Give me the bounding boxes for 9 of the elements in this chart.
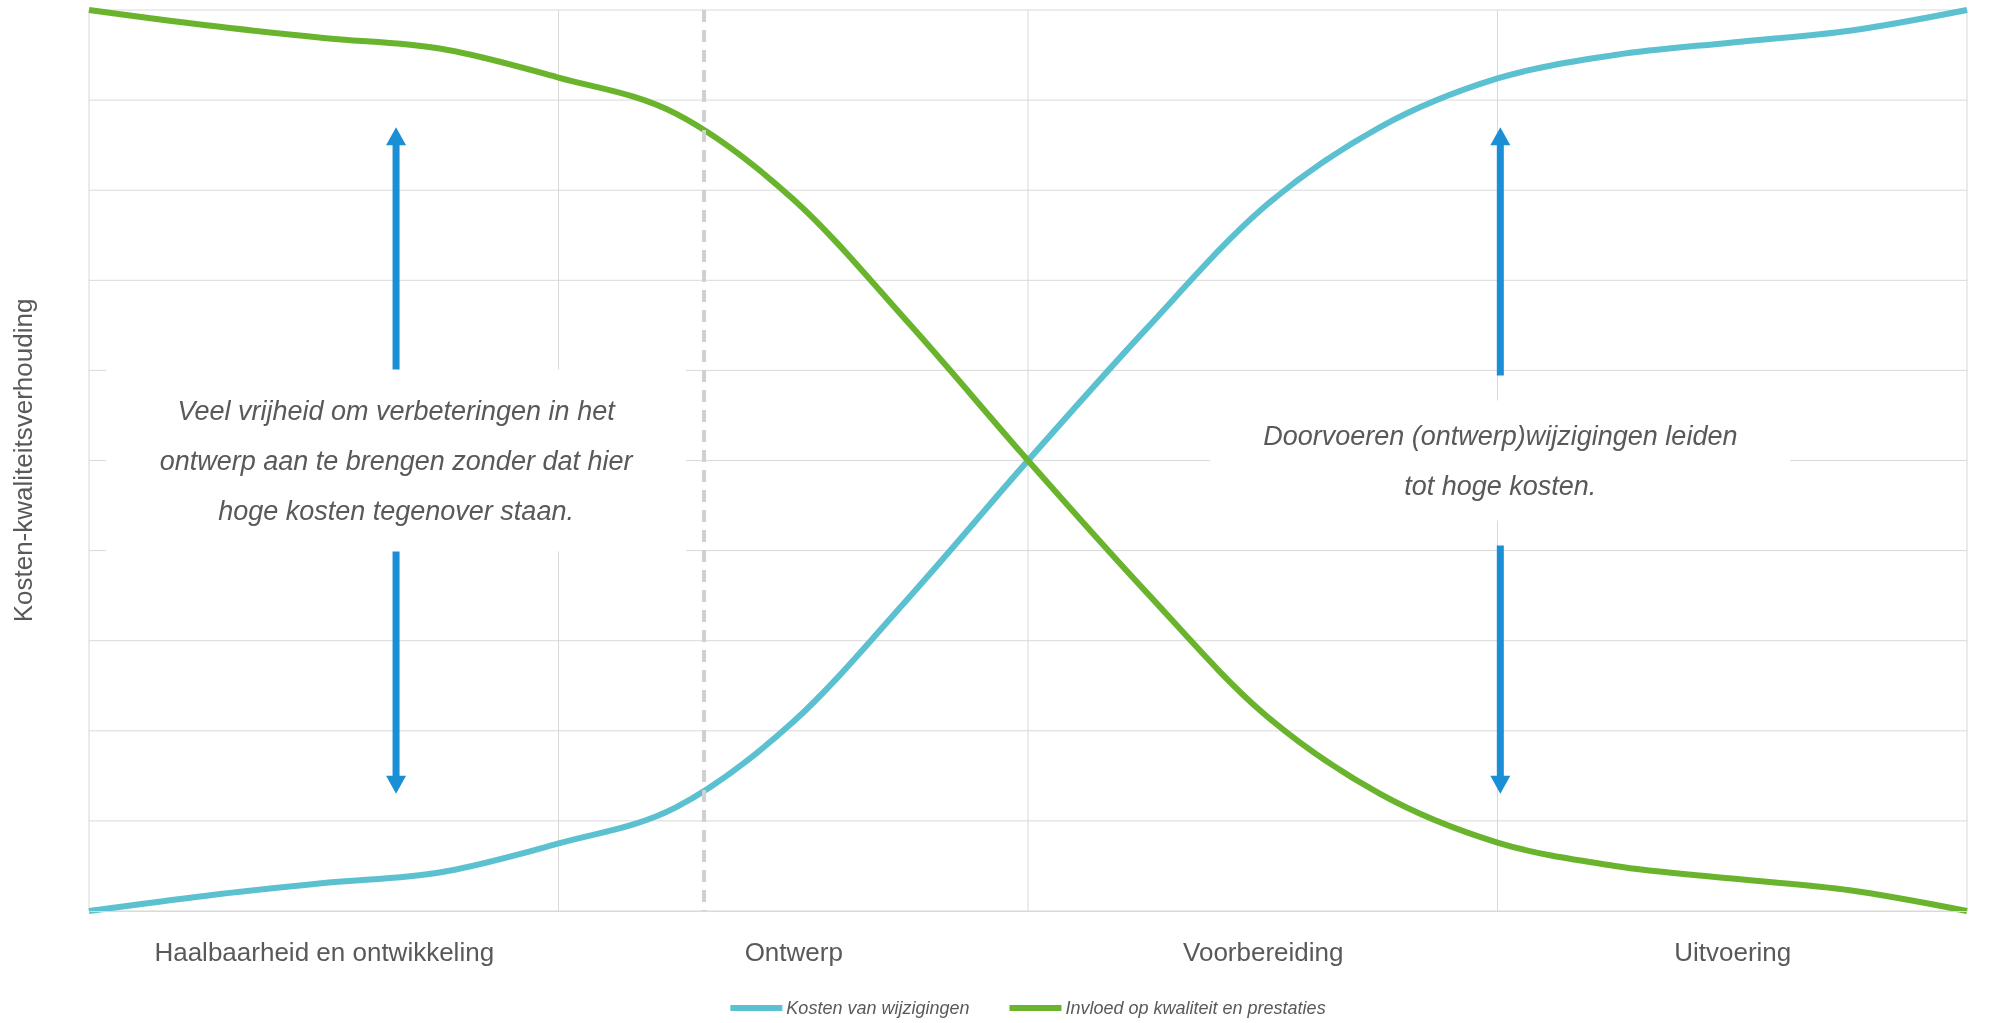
legend-label: Kosten van wijzigingen xyxy=(786,998,970,1018)
x-tick-label: Ontwerp xyxy=(744,937,843,968)
y-axis-title: Kosten-kwaliteitsverhouding xyxy=(8,298,38,623)
x-tick-label: Haalbaarheid en ontwikkeling xyxy=(154,937,495,968)
annotation: Veel vrijheid om verbeteringen in het ontwerp aan te brengen zonder dat hier hoge kosten tegenover staan. xyxy=(159,395,634,526)
annotation: Doorvoeren (ontwerp)wijzigingen leiden tot hoge kosten. xyxy=(1263,420,1738,501)
legend-label: Invloed op kwaliteit en prestaties xyxy=(1065,998,1326,1018)
x-tick-label: Uitvoering xyxy=(1674,937,1792,968)
x-tick-label: Voorbereiding xyxy=(1183,937,1344,968)
